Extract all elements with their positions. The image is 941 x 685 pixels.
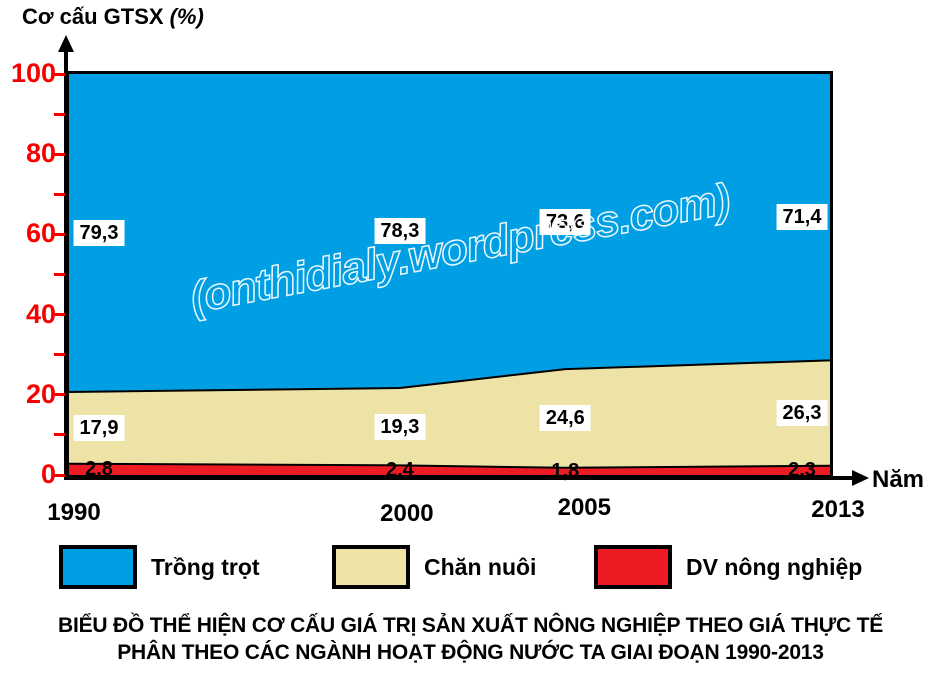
data-label: 2,4 (385, 459, 414, 482)
x-tick-label: 2000 (380, 500, 434, 527)
caption-line-2: PHÂN THEO CÁC NGÀNH HOẠT ĐỘNG NƯỚC TA GI… (117, 641, 824, 664)
y-tick-label: 80 (25, 138, 56, 169)
y-tick (54, 473, 65, 477)
y-tick (54, 433, 65, 437)
y-tick (54, 192, 65, 196)
legend-label-chan-nuoi: Chăn nuôi (424, 553, 537, 580)
legend-item-dv-nong-nghiep: DV nông nghiệp (594, 545, 862, 589)
legend-swatch-trong-trot (59, 545, 137, 589)
x-axis-title: Năm (872, 466, 925, 493)
data-label: 1,8 (551, 460, 580, 482)
chart-caption: BIỂU ĐỒ THỂ HIỆN CƠ CẤU GIÁ TRỊ SẢN XUẤT… (0, 612, 941, 666)
series-boundary-line (69, 462, 830, 469)
y-tick (54, 152, 65, 156)
y-axis-title-text: Cơ cấu GTSX (22, 4, 164, 29)
legend-label-trong-trot: Trồng trọt (151, 553, 260, 580)
data-label: 19,3 (374, 413, 426, 440)
series-boundary-line (69, 359, 830, 393)
area-chart-svg (69, 74, 830, 475)
data-label: 79,3 (73, 219, 125, 246)
x-axis-line (64, 476, 854, 480)
y-tick (54, 232, 65, 236)
y-tick (54, 353, 65, 357)
x-tick-label: 2005 (557, 494, 611, 521)
data-label: 24,6 (539, 405, 591, 432)
y-tick-label: 60 (25, 218, 56, 249)
y-tick (54, 72, 65, 76)
data-label: 17,9 (73, 414, 125, 441)
plot-area: (onthidialy.wordpress.com) 79,378,373,67… (66, 71, 833, 482)
legend-swatch-chan-nuoi (332, 545, 410, 589)
y-axis-title: Cơ cấu GTSX (%) (22, 4, 204, 30)
data-label: 78,3 (374, 217, 426, 244)
y-tick (54, 273, 65, 276)
y-tick-label: 20 (25, 378, 56, 409)
x-axis-arrow-icon (852, 470, 869, 486)
y-tick-label: 100 (10, 58, 56, 88)
area-series-1 (69, 360, 830, 468)
data-label: 2,8 (85, 458, 113, 481)
y-tick (54, 313, 65, 317)
y-tick-label: 40 (25, 298, 56, 329)
y-tick (54, 393, 65, 397)
y-axis-arrow-icon (58, 35, 74, 52)
data-label: 71,4 (776, 204, 828, 231)
caption-line-1: BIỂU ĐỒ THỂ HIỆN CƠ CẤU GIÁ TRỊ SẢN XUẤT… (57, 614, 884, 637)
x-tick-label: 2013 (811, 496, 865, 523)
legend-label-dv-nong-nghiep: DV nông nghiệp (686, 553, 863, 580)
y-tick (54, 112, 65, 116)
legend-item-chan-nuoi: Chăn nuôi (332, 545, 536, 589)
x-tick-label: 1990 (47, 499, 101, 526)
legend-item-trong-trot: Trồng trọt (59, 545, 260, 589)
y-axis-unit: (%) (169, 4, 204, 29)
area-series-2 (69, 463, 830, 475)
data-label: 26,3 (776, 400, 828, 427)
y-axis-line (64, 40, 68, 480)
legend-swatch-dv-nong-nghiep (594, 545, 672, 589)
data-label: 73,6 (539, 208, 591, 235)
y-tick-label: 0 (40, 459, 56, 489)
data-label: 2,3 (788, 459, 816, 482)
area-series-0 (69, 74, 830, 392)
